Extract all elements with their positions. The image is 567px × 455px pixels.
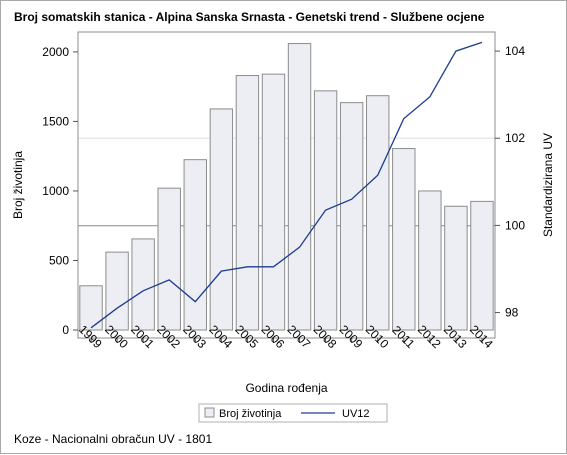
plot-area <box>77 31 496 339</box>
chart-title: Broj somatskih stanica - Alpina Sanska S… <box>14 10 485 24</box>
y-tick-label: 500 <box>49 253 69 267</box>
y2-tick-label: 98 <box>505 306 519 320</box>
y-axis-title: Broj životinja <box>11 151 25 219</box>
x-axis-title: Godina rođenja <box>245 381 327 395</box>
bar <box>418 190 442 331</box>
bar <box>392 148 416 331</box>
y-tick-label: 1500 <box>42 114 69 128</box>
y2-axis-title: Standardizirana UV <box>541 133 555 237</box>
legend-bar-swatch <box>204 407 215 418</box>
bar <box>157 187 181 331</box>
y-tick-label: 0 <box>62 323 69 337</box>
series-line <box>90 41 483 329</box>
bar <box>105 251 129 331</box>
bar <box>470 200 494 331</box>
legend-line-label: UV12 <box>342 408 370 420</box>
bar <box>261 73 286 331</box>
chart-footnote: Koze - Nacionalni obračun UV - 1801 <box>14 432 213 446</box>
bar <box>339 102 364 331</box>
bar <box>444 205 468 331</box>
y2-tick-label: 104 <box>505 44 525 58</box>
bar <box>131 238 155 331</box>
y-tick-label: 2000 <box>42 45 69 59</box>
legend-box <box>198 403 388 423</box>
legend-bar-label: Broj životinja <box>219 408 282 420</box>
y2-tick-label: 100 <box>505 218 525 232</box>
y2-tick-label: 102 <box>505 131 525 145</box>
bar <box>209 108 234 331</box>
y-tick-label: 1000 <box>42 184 69 198</box>
bar <box>287 43 312 331</box>
bar <box>235 75 260 331</box>
bar <box>366 95 390 331</box>
bar <box>183 159 207 331</box>
bar <box>79 285 103 331</box>
